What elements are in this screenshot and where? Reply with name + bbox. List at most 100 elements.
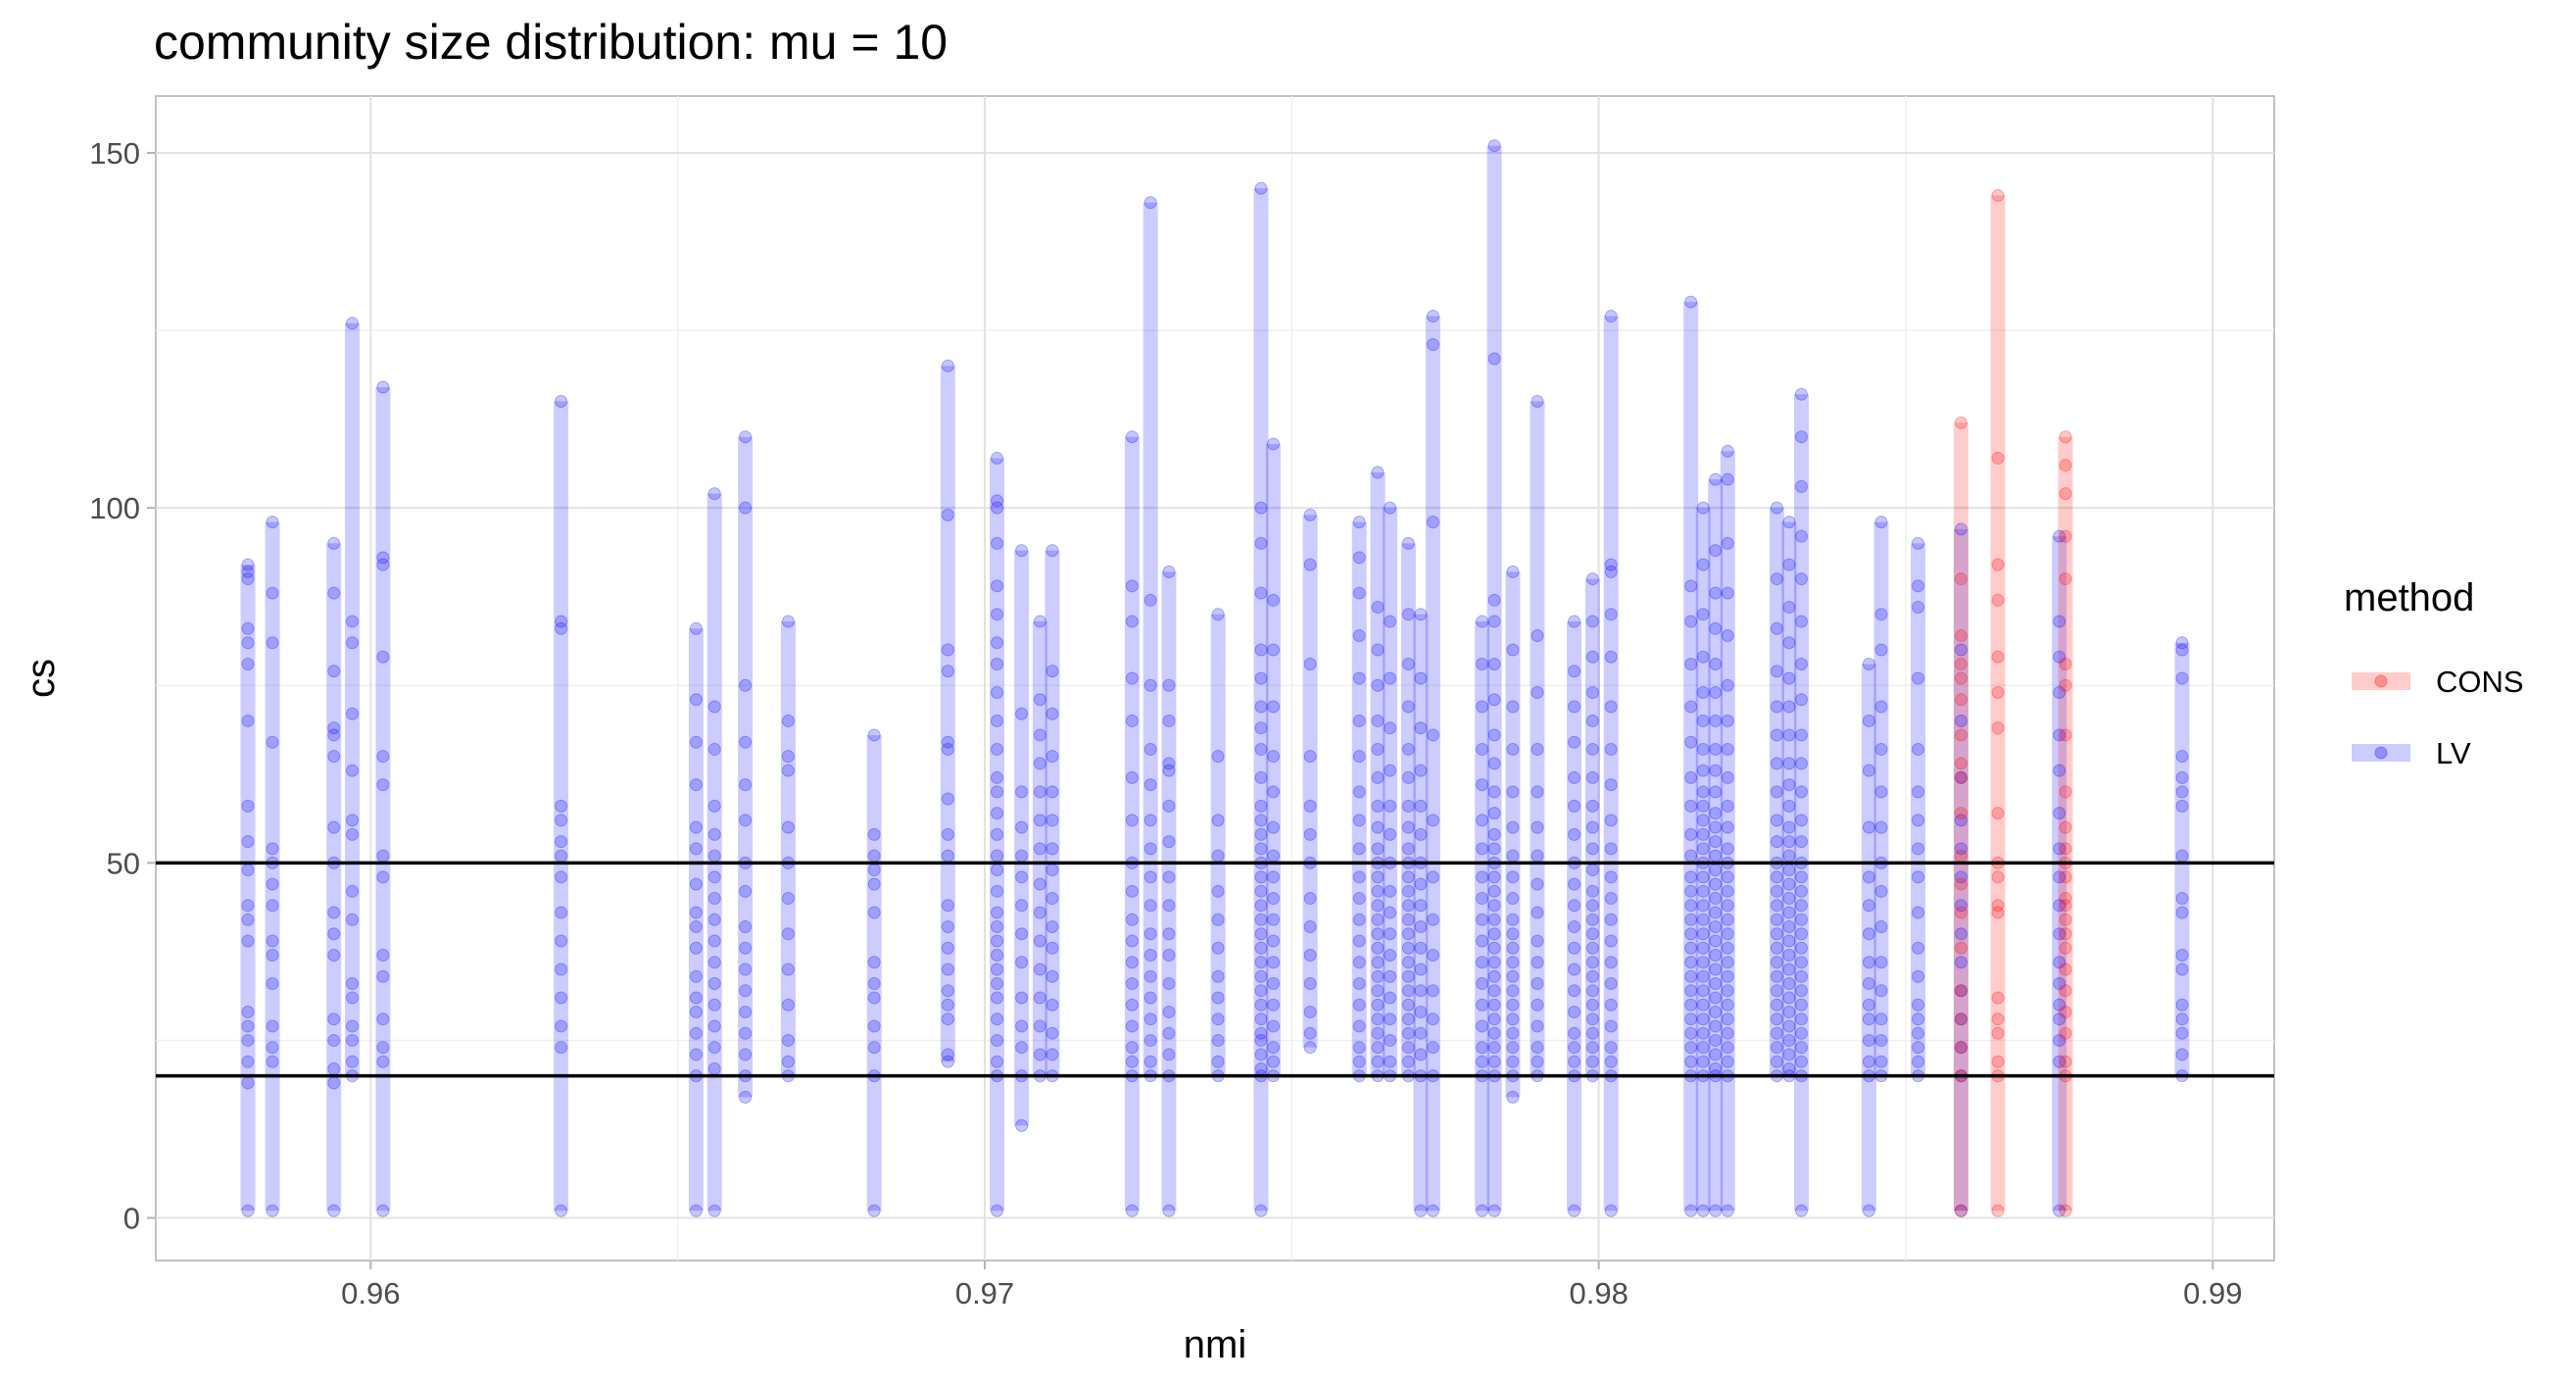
data-point-lv [1045, 1026, 1059, 1040]
data-point-lv [1721, 1041, 1734, 1055]
data-point-lv [1384, 615, 1397, 628]
data-point-lv [1303, 1005, 1317, 1018]
data-point-lv [991, 1055, 1004, 1068]
data-point-lv [1267, 849, 1281, 863]
data-point-lv [1770, 785, 1783, 799]
data-point-lv [241, 565, 255, 578]
data-point-lv [1696, 969, 1710, 983]
data-point-lv [327, 949, 341, 963]
data-point-lv [1684, 799, 1698, 813]
data-point-lv [1782, 799, 1796, 813]
data-point-lv [867, 728, 881, 742]
data-point-lv [1585, 572, 1599, 586]
data-point-lv [2175, 1013, 2189, 1026]
data-point-lv [739, 678, 753, 692]
data-point-lv [941, 359, 954, 372]
data-point-lv [991, 501, 1004, 515]
data-point-lv [1414, 721, 1428, 735]
data-point-lv [1794, 998, 1808, 1012]
data-point-lv [689, 621, 703, 635]
data-point-lv [1254, 956, 1268, 969]
data-point-lv [739, 501, 753, 515]
data-point-cons [2059, 913, 2072, 926]
data-point-lv [941, 899, 954, 913]
data-point-lv [1033, 906, 1046, 919]
data-point-lv [1585, 956, 1599, 969]
data-point-lv [1770, 884, 1783, 898]
data-point-lv [1426, 338, 1439, 352]
data-point-lv [1033, 1019, 1046, 1033]
data-point-lv [1162, 870, 1176, 884]
data-point-lv [1862, 764, 1875, 777]
data-point-lv [1770, 757, 1783, 770]
x-tick-label: 0.97 [955, 1276, 1014, 1310]
data-point-lv [1709, 991, 1723, 1005]
data-point-lv [1721, 1013, 1734, 1026]
data-point-lv [1568, 827, 1581, 841]
data-point-cons [1991, 991, 2005, 1005]
data-point-lv [1604, 700, 1618, 714]
data-point-lv [1303, 949, 1317, 963]
data-point-lv [1015, 870, 1029, 884]
data-point-lv [991, 827, 1004, 841]
data-point-lv [346, 1055, 360, 1068]
data-point-lv [1568, 963, 1581, 976]
data-point-lv [555, 906, 568, 919]
data-point-lv [1045, 998, 1059, 1012]
data-point-lv [1211, 913, 1225, 926]
data-point-lv [707, 913, 721, 926]
data-point-lv [867, 1041, 881, 1055]
data-point-lv [1782, 558, 1796, 571]
data-point-lv [1211, 750, 1225, 764]
data-point-lv [781, 750, 795, 764]
data-point-lv [1371, 927, 1385, 941]
data-point-lv [1696, 827, 1710, 841]
data-point-cons [2059, 430, 2072, 444]
data-point-lv [1604, 892, 1618, 906]
data-point-lv [555, 394, 568, 408]
data-point-lv [1162, 976, 1176, 990]
data-point-lv [1487, 352, 1501, 366]
data-point-lv [266, 976, 279, 990]
data-point-lv [1782, 778, 1796, 792]
data-point-lv [555, 1204, 568, 1217]
data-point-lv [2053, 728, 2066, 742]
data-point-lv [1709, 742, 1723, 756]
data-point-lv [1568, 770, 1581, 784]
data-point-lv [1696, 558, 1710, 571]
data-point-lv [1684, 579, 1698, 593]
data-point-lv [1045, 842, 1059, 856]
data-point-lv [1696, 913, 1710, 926]
data-point-lv [1604, 1204, 1618, 1217]
data-point-lv [1531, 956, 1544, 969]
data-point-lv [1684, 913, 1698, 926]
data-point-lv [991, 991, 1004, 1005]
data-point-lv [1604, 870, 1618, 884]
data-point-lv [1770, 913, 1783, 926]
data-point-lv [376, 949, 390, 963]
data-point-lv [991, 685, 1004, 699]
data-point-lv [991, 785, 1004, 799]
data-point-lv [1585, 742, 1599, 756]
data-point-lv [376, 750, 390, 764]
data-point-lv [1352, 750, 1366, 764]
data-point-lv [1770, 1041, 1783, 1055]
data-point-lv [2053, 1055, 2066, 1068]
data-point-lv [1487, 956, 1501, 969]
data-point-cons [2059, 487, 2072, 501]
data-point-lv [1476, 842, 1489, 856]
data-point-lv [1162, 927, 1176, 941]
data-point-lv [1782, 949, 1796, 963]
data-point-lv [241, 1019, 255, 1033]
data-point-lv [689, 991, 703, 1005]
data-point-lv [1162, 714, 1176, 727]
data-point-lv [941, 849, 954, 863]
data-point-lv [941, 735, 954, 749]
data-point-lv [1684, 1041, 1698, 1055]
data-point-lv [1912, 1055, 1925, 1068]
data-point-lv [1162, 1204, 1176, 1217]
data-point-lv [1684, 941, 1698, 955]
data-point-lv [1384, 721, 1397, 735]
data-point-lv [1267, 643, 1281, 657]
data-point-lv [1476, 1055, 1489, 1068]
